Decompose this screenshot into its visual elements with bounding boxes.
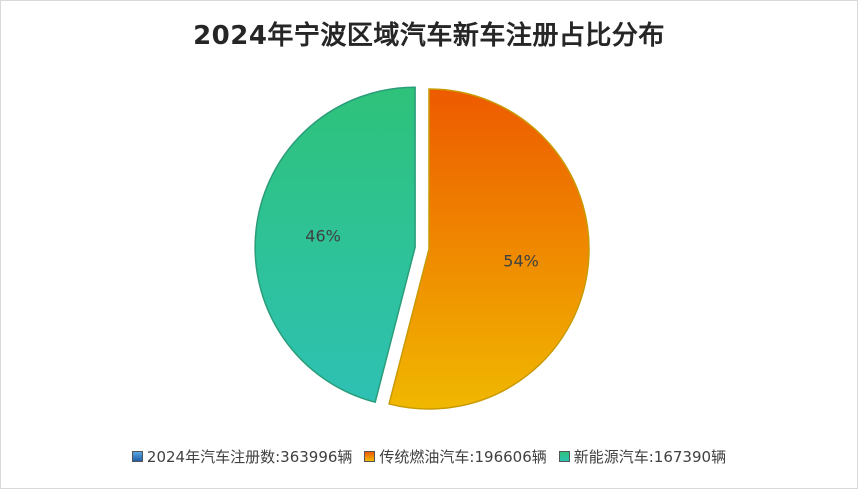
legend-label-total: 2024年汽车注册数:363996辆 bbox=[146, 448, 353, 466]
legend-label-fuel: 传统燃油汽车:196606辆 bbox=[379, 448, 547, 466]
pie-slice-1 bbox=[254, 86, 416, 404]
pie-data-label-1: 46% bbox=[305, 227, 341, 246]
pie-data-label-0: 54% bbox=[503, 252, 539, 271]
legend-swatch-nev bbox=[558, 451, 570, 462]
legend-item-nev: 新能源汽车:167390辆 bbox=[558, 446, 727, 467]
legend-item-fuel: 传统燃油汽车:196606辆 bbox=[364, 446, 547, 467]
chart-title: 2024年宁波区域汽车新车注册占比分布 bbox=[193, 21, 665, 51]
pie-slice-0 bbox=[388, 88, 590, 410]
legend-swatch-fuel bbox=[364, 451, 376, 462]
chart-legend: 2024年汽车注册数:363996辆 传统燃油汽车:196606辆 新能源汽车:… bbox=[1, 446, 857, 467]
legend-item-total: 2024年汽车注册数:363996辆 bbox=[131, 446, 353, 467]
legend-label-nev: 新能源汽车:167390辆 bbox=[573, 448, 727, 466]
legend-swatch-total bbox=[131, 451, 143, 462]
